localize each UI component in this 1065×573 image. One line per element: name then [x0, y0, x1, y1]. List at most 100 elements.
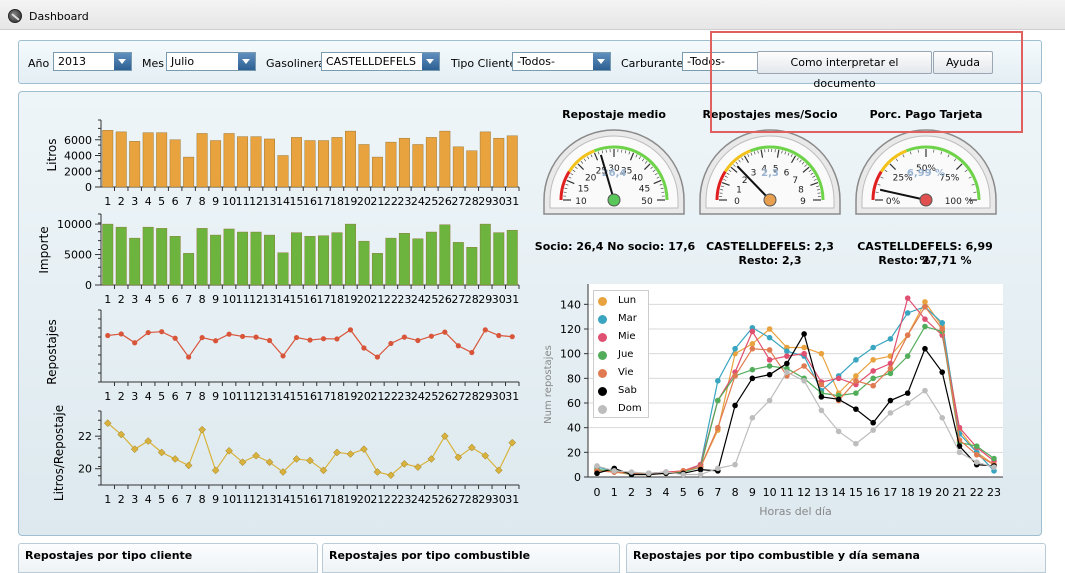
point	[922, 346, 928, 352]
point	[870, 383, 876, 389]
point	[594, 471, 600, 477]
legend-marker	[598, 387, 607, 396]
x-tick-label: 1	[611, 486, 618, 499]
legend-label: Dom	[618, 403, 642, 414]
point	[750, 341, 756, 347]
legend-marker	[598, 333, 607, 342]
y-tick-label: 140	[560, 298, 581, 311]
point	[974, 459, 980, 465]
point	[905, 295, 911, 301]
point	[819, 382, 825, 388]
point	[905, 353, 911, 359]
point	[853, 373, 859, 379]
point	[750, 367, 756, 373]
point	[853, 390, 859, 396]
point	[957, 450, 963, 456]
point	[819, 351, 825, 357]
x-tick-label: 20	[935, 486, 949, 499]
x-tick-label: 19	[918, 486, 932, 499]
legend-marker	[598, 297, 607, 306]
x-tick-label: 14	[832, 486, 846, 499]
point	[819, 394, 825, 400]
x-tick-label: 9	[749, 486, 756, 499]
point	[870, 376, 876, 382]
y-tick-label: 20	[567, 446, 581, 459]
x-tick-label: 7	[714, 486, 721, 499]
point	[767, 363, 773, 369]
y-tick-label: 0	[574, 471, 581, 484]
point	[750, 346, 756, 352]
point	[888, 410, 894, 416]
x-tick-label: 15	[849, 486, 863, 499]
point	[905, 400, 911, 406]
x-tick-label: 2	[628, 486, 635, 499]
x-tick-label: 3	[645, 486, 652, 499]
point	[732, 346, 738, 352]
legend-label: Mie	[618, 331, 636, 342]
x-tick-label: 23	[987, 486, 1001, 499]
point	[974, 443, 980, 449]
x-tick-label: 5	[680, 486, 687, 499]
x-tick-label: 11	[780, 486, 794, 499]
point	[870, 427, 876, 433]
legend-label: Lun	[618, 295, 636, 306]
y-tick-label: 60	[567, 397, 581, 410]
legend-label: Sab	[618, 385, 637, 396]
point	[853, 406, 859, 412]
point	[732, 373, 738, 379]
point	[750, 376, 756, 382]
point	[991, 456, 997, 462]
point	[922, 316, 928, 322]
x-tick-label: 8	[732, 486, 739, 499]
y-tick-label: 120	[560, 323, 581, 336]
bottom-panel-tipo-cliente: Repostajes por tipo cliente	[18, 543, 318, 573]
point	[853, 357, 859, 363]
point	[870, 357, 876, 363]
point	[698, 467, 704, 473]
point	[853, 441, 859, 447]
point	[870, 368, 876, 374]
panel-title: Repostajes por tipo combustible y día se…	[633, 549, 920, 562]
point	[801, 345, 807, 351]
point	[836, 397, 842, 403]
point	[801, 351, 807, 357]
x-tick-label: 4	[663, 486, 670, 499]
point	[732, 403, 738, 409]
x-tick-label: 13	[814, 486, 828, 499]
point	[922, 304, 928, 310]
bottom-panel-combustible-dia: Repostajes por tipo combustible y día se…	[626, 543, 1046, 573]
legend-label: Jue	[618, 349, 633, 360]
point	[888, 366, 894, 372]
y-tick-label: 40	[567, 422, 581, 435]
point	[922, 324, 928, 330]
point	[732, 462, 738, 468]
point	[767, 347, 773, 353]
legend-marker	[598, 369, 607, 378]
point	[715, 378, 721, 384]
bottom-panel-tipo-combustible: Repostajes por tipo combustible	[322, 543, 620, 573]
point	[991, 464, 997, 470]
point	[767, 398, 773, 404]
legend-label: Mar	[618, 313, 637, 324]
highlight-box	[710, 31, 1023, 133]
y-tick-label: 100	[560, 348, 581, 361]
legend-marker	[598, 315, 607, 324]
point	[922, 299, 928, 305]
point	[629, 469, 635, 475]
point	[715, 466, 721, 472]
x-tick-label: 6	[697, 486, 704, 499]
point	[681, 472, 687, 478]
point	[784, 369, 790, 375]
x-tick-label: 21	[952, 486, 966, 499]
point	[870, 420, 876, 426]
point	[905, 310, 911, 316]
point	[784, 348, 790, 354]
point	[767, 326, 773, 332]
legend-marker	[598, 405, 607, 414]
panel-title: Repostajes por tipo combustible	[329, 549, 530, 562]
point	[594, 463, 600, 469]
point	[836, 376, 842, 382]
x-tick-label: 0	[594, 486, 601, 499]
point	[784, 353, 790, 359]
